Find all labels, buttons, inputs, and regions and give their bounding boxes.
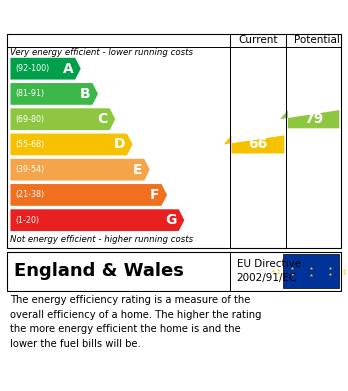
Polygon shape bbox=[10, 108, 115, 130]
Text: E: E bbox=[133, 163, 142, 177]
Polygon shape bbox=[10, 159, 150, 181]
Text: C: C bbox=[98, 112, 108, 126]
Text: Energy Efficiency Rating: Energy Efficiency Rating bbox=[63, 9, 285, 23]
Text: D: D bbox=[114, 137, 125, 151]
Text: (81-91): (81-91) bbox=[16, 90, 45, 99]
Text: B: B bbox=[80, 87, 91, 101]
Text: England & Wales: England & Wales bbox=[14, 262, 184, 280]
Bar bbox=[283, 255, 339, 288]
Polygon shape bbox=[10, 58, 81, 79]
Text: (92-100): (92-100) bbox=[16, 64, 50, 73]
Text: 66: 66 bbox=[248, 137, 268, 151]
Text: (39-54): (39-54) bbox=[16, 165, 45, 174]
Text: (1-20): (1-20) bbox=[16, 216, 40, 225]
Text: EU Directive
2002/91/EC: EU Directive 2002/91/EC bbox=[237, 258, 301, 283]
Polygon shape bbox=[10, 83, 98, 105]
Text: 79: 79 bbox=[304, 112, 323, 126]
Text: Not energy efficient - higher running costs: Not energy efficient - higher running co… bbox=[10, 235, 193, 244]
Text: F: F bbox=[150, 188, 160, 202]
Polygon shape bbox=[224, 135, 284, 154]
Polygon shape bbox=[10, 209, 184, 231]
Text: G: G bbox=[166, 213, 177, 227]
Polygon shape bbox=[10, 134, 133, 155]
Text: Very energy efficient - lower running costs: Very energy efficient - lower running co… bbox=[10, 48, 193, 57]
Text: (21-38): (21-38) bbox=[16, 190, 45, 199]
Polygon shape bbox=[10, 184, 167, 206]
Polygon shape bbox=[280, 110, 339, 128]
Text: (55-68): (55-68) bbox=[16, 140, 45, 149]
Text: Potential: Potential bbox=[294, 35, 340, 45]
Text: The energy efficiency rating is a measure of the
overall efficiency of a home. T: The energy efficiency rating is a measur… bbox=[10, 296, 262, 349]
Text: A: A bbox=[63, 62, 73, 76]
Text: Current: Current bbox=[238, 35, 278, 45]
Text: (69-80): (69-80) bbox=[16, 115, 45, 124]
